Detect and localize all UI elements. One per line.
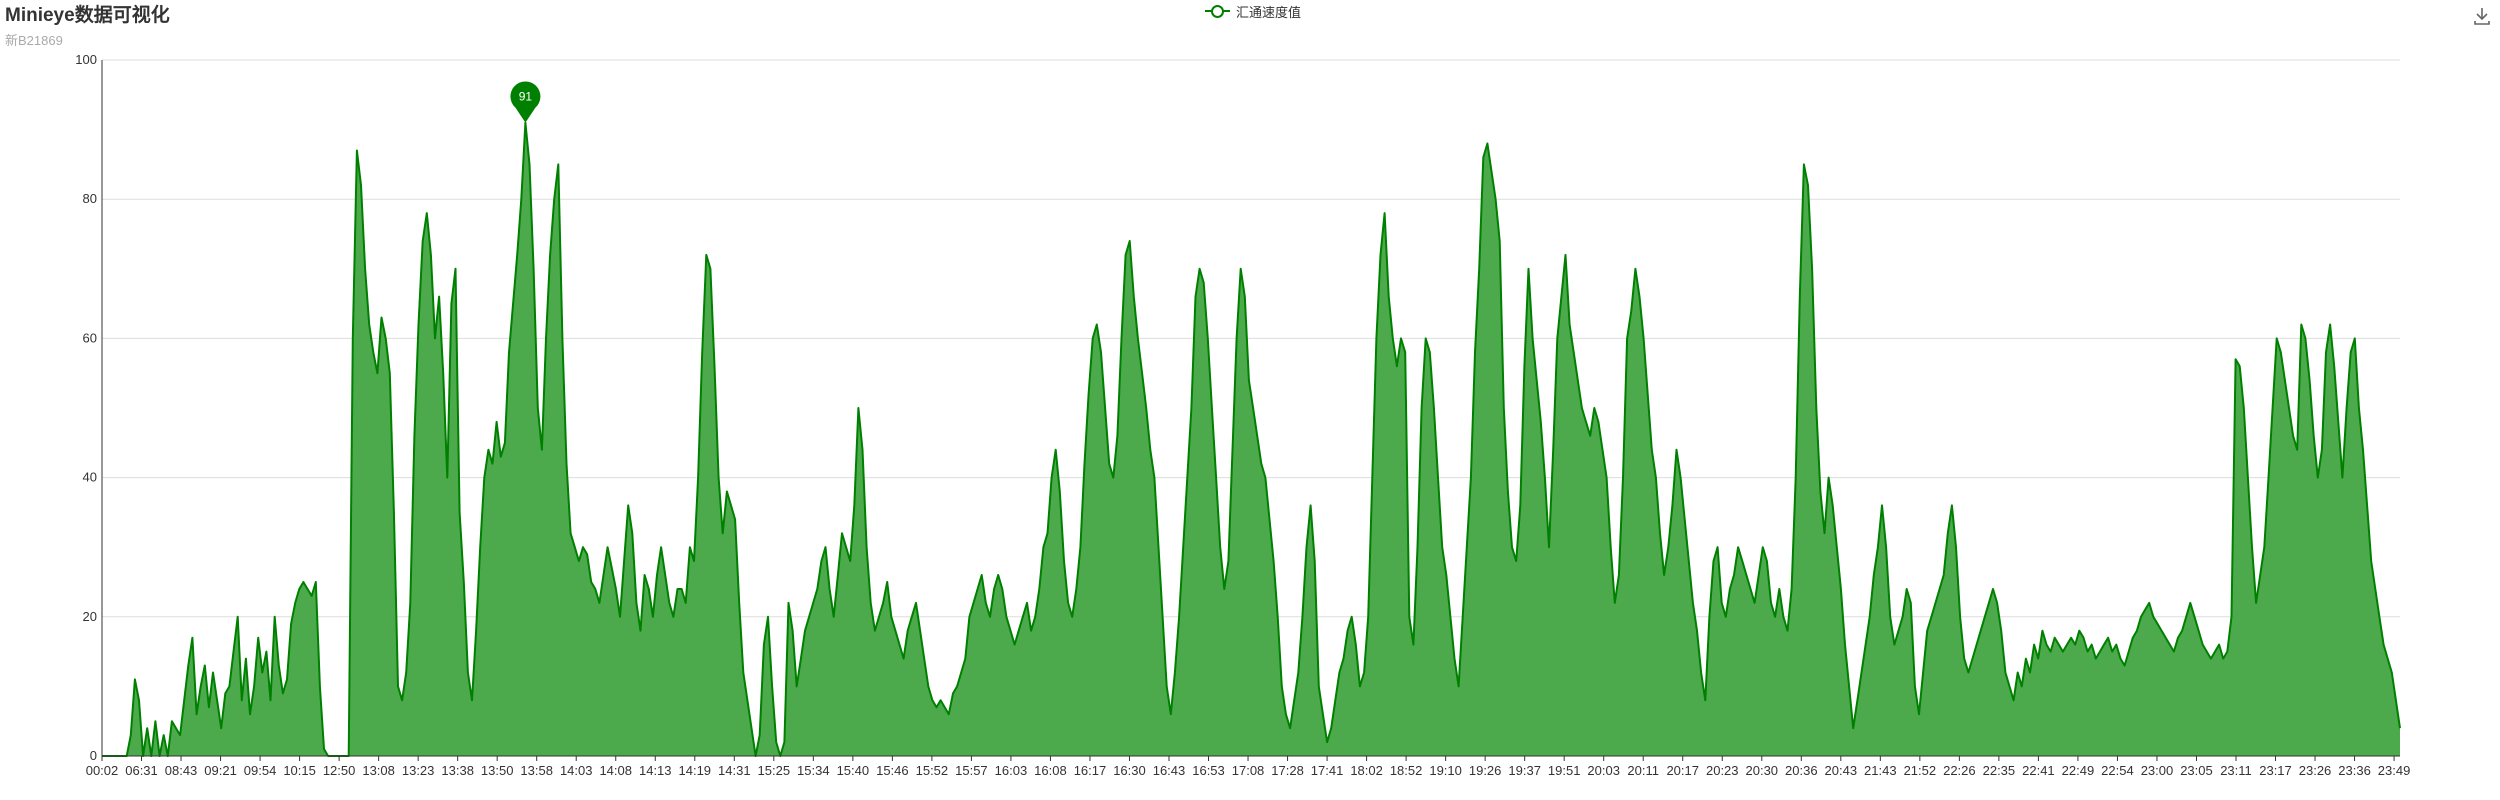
x-tick-label: 16:43 <box>1153 763 1186 778</box>
y-tick-label: 80 <box>83 191 97 206</box>
x-tick-label: 20:43 <box>1825 763 1858 778</box>
x-tick-label: 13:38 <box>441 763 474 778</box>
x-tick-label: 20:36 <box>1785 763 1818 778</box>
x-tick-label: 23:00 <box>2141 763 2174 778</box>
max-value-marker[interactable]: 91 <box>510 81 541 123</box>
x-tick-label: 19:10 <box>1429 763 1462 778</box>
x-tick-label: 15:46 <box>876 763 909 778</box>
x-tick-label: 15:34 <box>797 763 830 778</box>
x-tick-label: 22:35 <box>1983 763 2016 778</box>
x-tick-label: 20:03 <box>1587 763 1620 778</box>
x-tick-label: 16:03 <box>995 763 1028 778</box>
x-tick-label: 14:19 <box>679 763 712 778</box>
x-tick-label: 13:50 <box>481 763 514 778</box>
y-axis-labels: 0 20 40 60 80 100 <box>75 52 97 763</box>
x-tick-label: 20:30 <box>1746 763 1779 778</box>
x-tick-label: 23:26 <box>2299 763 2332 778</box>
x-tick-label: 14:31 <box>718 763 751 778</box>
legend-line-marker-icon <box>1205 4 1230 18</box>
x-tick-label: 22:54 <box>2101 763 2134 778</box>
x-tick-label: 00:02 <box>86 763 119 778</box>
x-tick-label: 17:08 <box>1232 763 1265 778</box>
chart-subtitle: 新B21869 <box>5 33 63 48</box>
x-tick-label: 09:54 <box>244 763 277 778</box>
x-tick-label: 23:49 <box>2378 763 2411 778</box>
max-pin-icon <box>510 81 541 123</box>
x-tick-label: 16:08 <box>1034 763 1067 778</box>
x-tick-label: 16:30 <box>1113 763 1146 778</box>
max-value-label: 91 <box>519 90 533 104</box>
x-tick-label: 23:36 <box>2338 763 2371 778</box>
chart-title: Minieye数据可视化 <box>5 5 170 26</box>
x-tick-label: 17:28 <box>1271 763 1304 778</box>
x-tick-label: 22:41 <box>2022 763 2055 778</box>
x-tick-label: 14:03 <box>560 763 593 778</box>
x-tick-label: 20:11 <box>1627 763 1659 778</box>
x-tick-label: 18:02 <box>1350 763 1383 778</box>
x-tick-label: 16:53 <box>1192 763 1225 778</box>
x-tick-label: 22:26 <box>1943 763 1976 778</box>
y-tick-label: 20 <box>83 609 97 624</box>
y-tick-label: 100 <box>75 52 97 67</box>
x-tick-label: 09:21 <box>204 763 237 778</box>
download-icon <box>2474 8 2490 25</box>
x-tick-label: 14:13 <box>639 763 672 778</box>
x-tick-label: 15:52 <box>916 763 949 778</box>
x-tick-label: 23:17 <box>2259 763 2292 778</box>
x-tick-label: 16:17 <box>1074 763 1107 778</box>
x-tick-label: 10:15 <box>283 763 316 778</box>
x-tick-label: 13:08 <box>362 763 395 778</box>
x-tick-label: 13:58 <box>520 763 553 778</box>
x-tick-label: 21:52 <box>1904 763 1937 778</box>
x-tick-label: 12:50 <box>323 763 356 778</box>
x-tick-label: 23:05 <box>2180 763 2213 778</box>
x-tick-label: 20:17 <box>1666 763 1699 778</box>
x-tick-label: 13:23 <box>402 763 435 778</box>
legend-item-speed[interactable]: 汇通速度值 <box>1205 0 1301 22</box>
x-tick-label: 21:43 <box>1864 763 1897 778</box>
x-tick-label: 18:52 <box>1390 763 1423 778</box>
y-tick-label: 40 <box>83 470 97 485</box>
x-tick-label: 22:49 <box>2062 763 2095 778</box>
save-as-image-button[interactable] <box>2470 4 2494 28</box>
x-tick-label: 06:31 <box>125 763 158 778</box>
y-tick-label: 60 <box>83 330 97 345</box>
x-tick-label: 15:40 <box>837 763 870 778</box>
x-tick-label: 17:41 <box>1311 763 1344 778</box>
x-tick-label: 14:08 <box>599 763 632 778</box>
x-tick-label: 20:23 <box>1706 763 1739 778</box>
legend-label: 汇通速度值 <box>1236 4 1302 20</box>
series-line <box>102 121 2401 757</box>
y-tick-label: 0 <box>90 748 97 763</box>
x-axis-labels: 00:02 06:31 08:43 09:21 09:54 10:15 12:50 13:08… <box>86 756 2411 778</box>
x-tick-label: 08:43 <box>165 763 198 778</box>
x-tick-label: 19:26 <box>1469 763 1502 778</box>
x-tick-label: 19:37 <box>1508 763 1541 778</box>
x-tick-label: 23:11 <box>2220 763 2252 778</box>
x-tick-label: 15:25 <box>758 763 791 778</box>
x-tick-label: 15:57 <box>955 763 988 778</box>
x-tick-label: 19:51 <box>1548 763 1581 778</box>
